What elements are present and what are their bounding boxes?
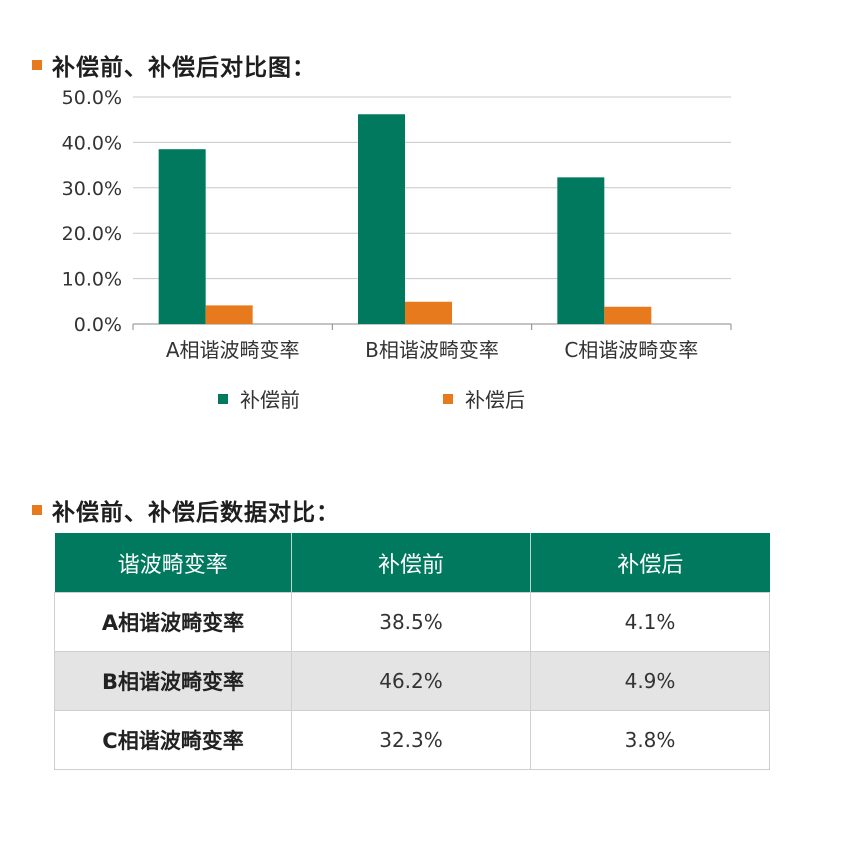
table-cell: 38.5% [291,592,531,652]
x-category-label: C相谐波畸变率 [564,338,698,362]
chart-section-title: 补偿前、补偿后对比图： [32,48,316,82]
table-cell: 32.3% [291,710,531,770]
table-cell: 3.8% [530,710,770,770]
table-row-label: A相谐波畸变率 [54,592,292,652]
bar [158,149,206,324]
legend-label: 补偿后 [465,388,525,412]
bar [205,305,253,324]
table-row: C相谐波畸变率 32.3% 3.8% [54,710,770,770]
y-tick-label: 50.0% [62,87,122,109]
table-row-label: B相谐波畸变率 [54,651,292,711]
bar [604,306,652,324]
x-category-label: A相谐波畸变率 [166,338,300,362]
table-section-title-text: 补偿前、补偿后数据对比： [52,500,340,526]
y-tick-label: 20.0% [62,223,122,245]
bar [358,114,405,324]
table-cell: 4.9% [530,651,770,711]
table-cell: 4.1% [530,592,770,652]
legend-swatch [443,394,453,404]
y-tick-label: 10.0% [62,269,122,291]
table-row: A相谐波畸变率 38.5% 4.1% [54,592,770,652]
table-cell: 46.2% [291,651,531,711]
y-tick-label: 0.0% [74,314,122,336]
chart-section-title-text: 补偿前、补偿后对比图： [52,55,316,81]
table-header-cell: 谐波畸变率 [54,533,292,593]
bar-chart: 0.0% 10.0% 20.0% 30.0% 40.0% 50.0% A相谐波畸变率 B相谐波… [62,87,732,412]
table-header-cell: 补偿前 [291,533,531,593]
bar [405,301,452,324]
bar [557,177,605,324]
legend-label: 补偿前 [240,388,300,412]
y-tick-label: 40.0% [62,132,122,154]
table-row-label: C相谐波畸变率 [54,710,292,770]
x-category-label: B相谐波畸变率 [365,338,499,362]
comparison-table: 谐波畸变率 补偿前 补偿后 A相谐波畸变率 38.5% 4.1% B相谐波畸变率… [54,533,770,770]
table-row: B相谐波畸变率 46.2% 4.9% [54,651,770,711]
y-tick-label: 30.0% [62,178,122,200]
table-header-cell: 补偿后 [530,533,770,593]
table-section-title: 补偿前、补偿后数据对比： [32,493,340,527]
legend-swatch [218,394,228,404]
bullet-square-icon [32,60,42,70]
bullet-square-icon [32,505,42,515]
table-header-row: 谐波畸变率 补偿前 补偿后 [54,533,770,593]
